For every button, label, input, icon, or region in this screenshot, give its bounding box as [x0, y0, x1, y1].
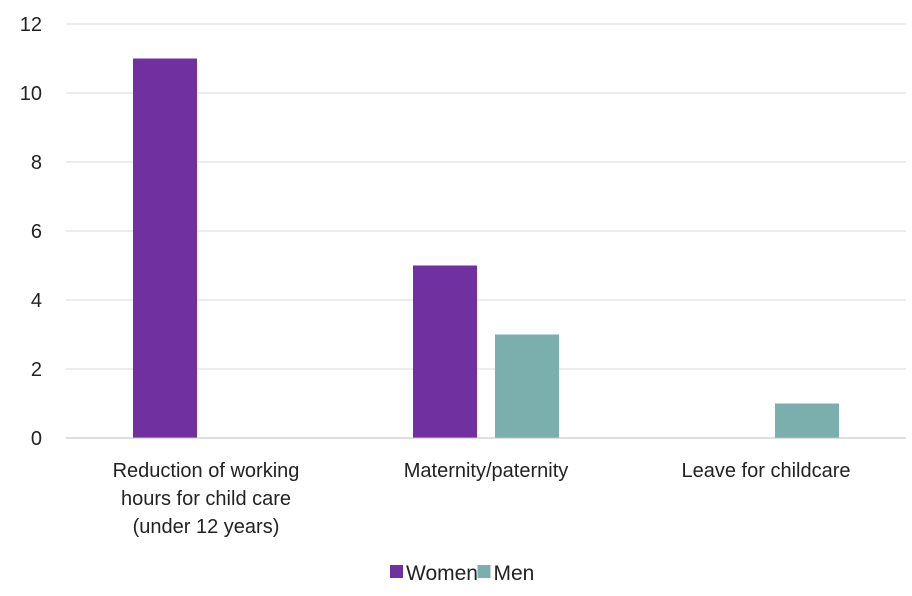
x-category-label: Leave for childcare	[682, 460, 851, 482]
x-category-label-line: Leave for childcare	[682, 460, 851, 482]
y-tick-label: 8	[31, 152, 42, 174]
y-axis-tick-labels: 0 2 4 6 8 10 12	[20, 14, 42, 450]
bar-women-0	[133, 58, 197, 438]
bar-men-1	[495, 334, 559, 438]
legend-swatch-women	[390, 565, 403, 578]
x-category-label-line: Maternity/paternity	[404, 460, 569, 482]
x-category-label: Maternity/paternity	[404, 460, 569, 482]
legend-label-men: Men	[494, 562, 535, 585]
x-axis-category-labels: Reduction of working hours for child care…	[113, 460, 851, 538]
legend: Women Men	[390, 562, 534, 585]
x-category-label-line: (under 12 years)	[133, 516, 280, 538]
y-tick-label: 4	[31, 290, 42, 312]
y-tick-label: 12	[20, 14, 42, 36]
x-category-label-line: Reduction of working	[113, 460, 300, 482]
gridlines	[66, 23, 906, 370]
y-tick-label: 10	[20, 83, 42, 105]
y-tick-label: 0	[31, 428, 42, 450]
legend-label-women: Women	[406, 562, 478, 585]
bar-men-2	[775, 403, 839, 438]
bar-women-1	[413, 265, 477, 438]
legend-swatch-men	[477, 565, 491, 578]
x-category-label: Reduction of working hours for child care…	[113, 460, 300, 538]
y-tick-label: 6	[31, 221, 42, 243]
x-category-label-line: hours for child care	[121, 488, 291, 510]
y-tick-label: 2	[31, 359, 42, 381]
bars	[133, 58, 839, 438]
